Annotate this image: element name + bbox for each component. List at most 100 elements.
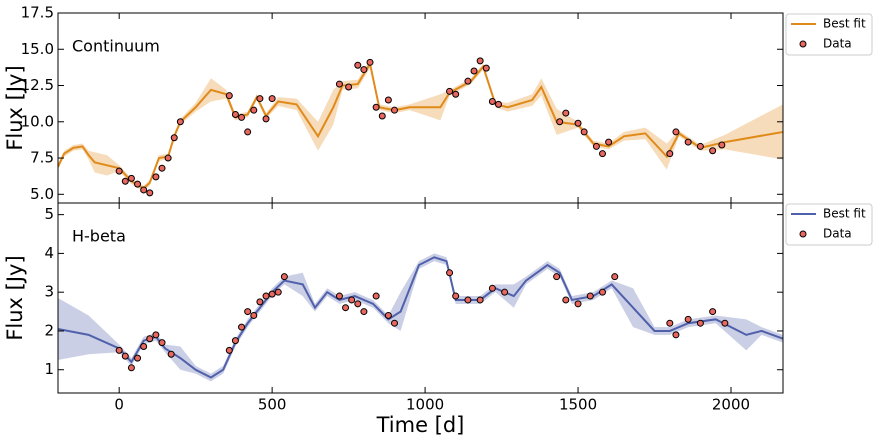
legend-marker [799,230,807,238]
data-point [446,87,454,95]
y-tick-label: 17.5 [21,4,54,22]
data-point [121,177,129,185]
data-point [709,308,717,316]
data-point [666,150,674,158]
x-tick-label: 1000 [406,396,444,414]
panel-label: Continuum [72,37,160,56]
data-point [115,167,123,175]
legend-label: Data [823,37,852,51]
data-point [262,115,270,123]
data-point [140,342,148,350]
legend-marker [799,40,807,48]
data-point [127,174,135,182]
data-point [672,331,680,339]
data-point [482,64,490,72]
data-point [390,319,398,327]
x-axis-label: Time [d] [376,413,465,437]
data-point [244,308,252,316]
data-point [140,186,148,194]
data-point [121,352,129,360]
data-point [256,95,264,103]
data-point [268,95,276,103]
data-point [718,141,726,149]
y-axis-label: Flux [Jy] [3,255,27,340]
data-point [574,119,582,127]
uncertainty-band [58,59,783,192]
data-point [666,319,674,327]
data-point [231,111,239,119]
data-point [501,288,509,296]
data-point [599,150,607,158]
data-point [250,106,258,114]
y-tick-label: 5.0 [30,185,54,203]
data-point [152,331,160,339]
data-point [360,66,368,74]
data-point [476,296,484,304]
x-tick-label: 0 [114,396,124,414]
data-point [360,308,368,316]
data-point [115,346,123,354]
y-tick-label: 2 [44,321,54,339]
data-point [464,77,472,85]
x-tick-label: 1500 [559,396,597,414]
data-point [244,128,252,136]
data-point [250,311,258,319]
data-point [345,83,353,91]
data-point [488,97,496,105]
y-tick-label: 10.0 [21,112,54,130]
data-point [384,311,392,319]
data-point [274,288,282,296]
x-tick-label: 2000 [712,396,750,414]
data-point [164,154,172,162]
data-point [562,296,570,304]
data-point [495,100,503,108]
y-tick-label: 12.5 [21,76,54,94]
data-point [256,298,264,306]
data-point [372,103,380,111]
data-point [176,118,184,126]
data-point [354,61,362,69]
data-point [146,189,154,197]
data-point [335,80,343,88]
axes-frame [57,202,784,394]
data-point [574,300,582,308]
data-point [476,57,484,65]
y-tick-label: 1 [44,360,54,378]
data-point [127,364,135,372]
legend-label: Best fit [823,207,866,221]
data-point [378,112,386,120]
data-point [592,142,600,150]
data-point [553,273,561,281]
uncertainty-band [58,253,783,382]
data-point [470,67,478,75]
data-point [599,288,607,296]
plot-area [58,57,783,197]
data-point [446,269,454,277]
data-point [134,180,142,188]
data-point [709,147,717,155]
legend-label: Best fit [823,17,866,31]
data-point [262,292,270,300]
data-point [167,350,175,358]
data-point [231,337,239,345]
data-point [452,90,460,98]
data-point [372,292,380,300]
data-point [488,284,496,292]
data-point [366,58,374,66]
data-point [268,290,276,298]
data-point [611,273,619,281]
data-point [684,315,692,323]
data-point [354,300,362,308]
data-point [452,292,460,300]
data-point [684,138,692,146]
data-point [152,173,160,181]
data-point [238,113,246,121]
data-point [390,106,398,114]
data-point [464,296,472,304]
panel-label: H-beta [72,227,126,246]
data-point [158,164,166,172]
data-point [158,339,166,347]
data-point [170,134,178,142]
y-axis-label: Flux [Jy] [3,65,27,150]
